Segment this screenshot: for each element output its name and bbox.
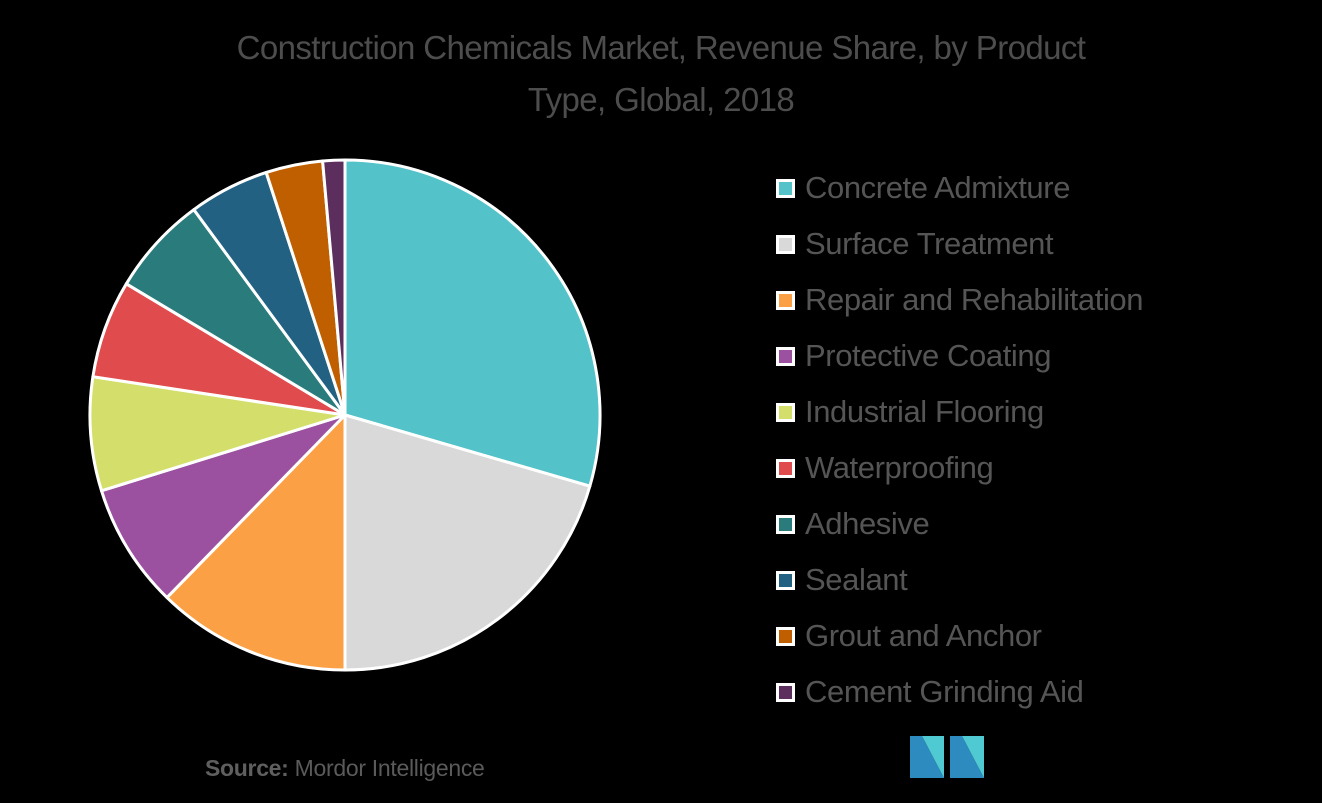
- legend-swatch-icon: [776, 178, 795, 198]
- pie-slice-concrete-admixture: [343, 158, 602, 488]
- legend-label: Concrete Admixture: [805, 170, 1071, 205]
- legend-swatch-icon: [776, 234, 795, 254]
- legend-label: Surface Treatment: [805, 226, 1054, 261]
- legend-item-grout-and-anchor: Grout and Anchor: [776, 608, 1143, 664]
- legend-item-concrete-admixture: Concrete Admixture: [776, 160, 1143, 216]
- legend-label: Protective Coating: [805, 338, 1052, 373]
- chart-title-line-1: Construction Chemicals Market, Revenue S…: [236, 29, 1086, 66]
- chart-title: Construction Chemicals Market, Revenue S…: [0, 22, 1322, 126]
- legend-swatch-icon: [776, 514, 795, 534]
- legend-label: Repair and Rehabilitation: [805, 282, 1144, 317]
- legend-item-sealant: Sealant: [776, 552, 1143, 608]
- chart-title-line-2: Type, Global, 2018: [527, 81, 795, 118]
- pie-slice-protective-coating: [100, 413, 347, 600]
- legend-item-repair-and-rehabilitation: Repair and Rehabilitation: [776, 272, 1144, 328]
- legend-swatch-icon: [776, 626, 795, 646]
- pie-slice-surface-treatment: [343, 413, 592, 672]
- source-label: Source:: [205, 755, 289, 781]
- legend-item-adhesive: Adhesive: [776, 496, 1143, 552]
- legend-label: Waterproofing: [805, 450, 994, 485]
- legend-swatch-icon: [776, 346, 795, 366]
- source-note: Source: Mordor Intelligence: [205, 755, 485, 782]
- legend-label: Cement Grinding Aid: [805, 674, 1084, 709]
- legend-item-surface-treatment: Surface Treatment: [776, 216, 1143, 272]
- legend-swatch-icon: [776, 458, 795, 478]
- legend-label: Sealant: [805, 562, 908, 597]
- source-value: Mordor Intelligence: [294, 755, 485, 781]
- pie-slice-industrial-flooring: [88, 375, 347, 493]
- pie-slices: [88, 158, 602, 672]
- legend-swatch-icon: [776, 290, 795, 310]
- legend-item-waterproofing: Waterproofing: [776, 440, 1143, 496]
- legend-swatch-icon: [776, 402, 795, 422]
- legend-item-cement-grinding-aid: Cement Grinding Aid: [776, 664, 1143, 720]
- pie-slice-cement-grinding-aid: [321, 158, 347, 417]
- legend-label: Grout and Anchor: [805, 618, 1042, 653]
- legend-label: Industrial Flooring: [805, 394, 1044, 429]
- legend-swatch-icon: [776, 682, 795, 702]
- legend-item-protective-coating: Protective Coating: [776, 328, 1143, 384]
- mordor-intelligence-logo-icon: [910, 736, 984, 778]
- legend-label: Adhesive: [805, 506, 930, 541]
- legend-item-industrial-flooring: Industrial Flooring: [776, 384, 1143, 440]
- legend-swatch-icon: [776, 570, 795, 590]
- pie-slice-repair-and-rehabilitation: [165, 413, 347, 672]
- legend: Concrete Admixture Surface Treatment Rep…: [776, 160, 1144, 720]
